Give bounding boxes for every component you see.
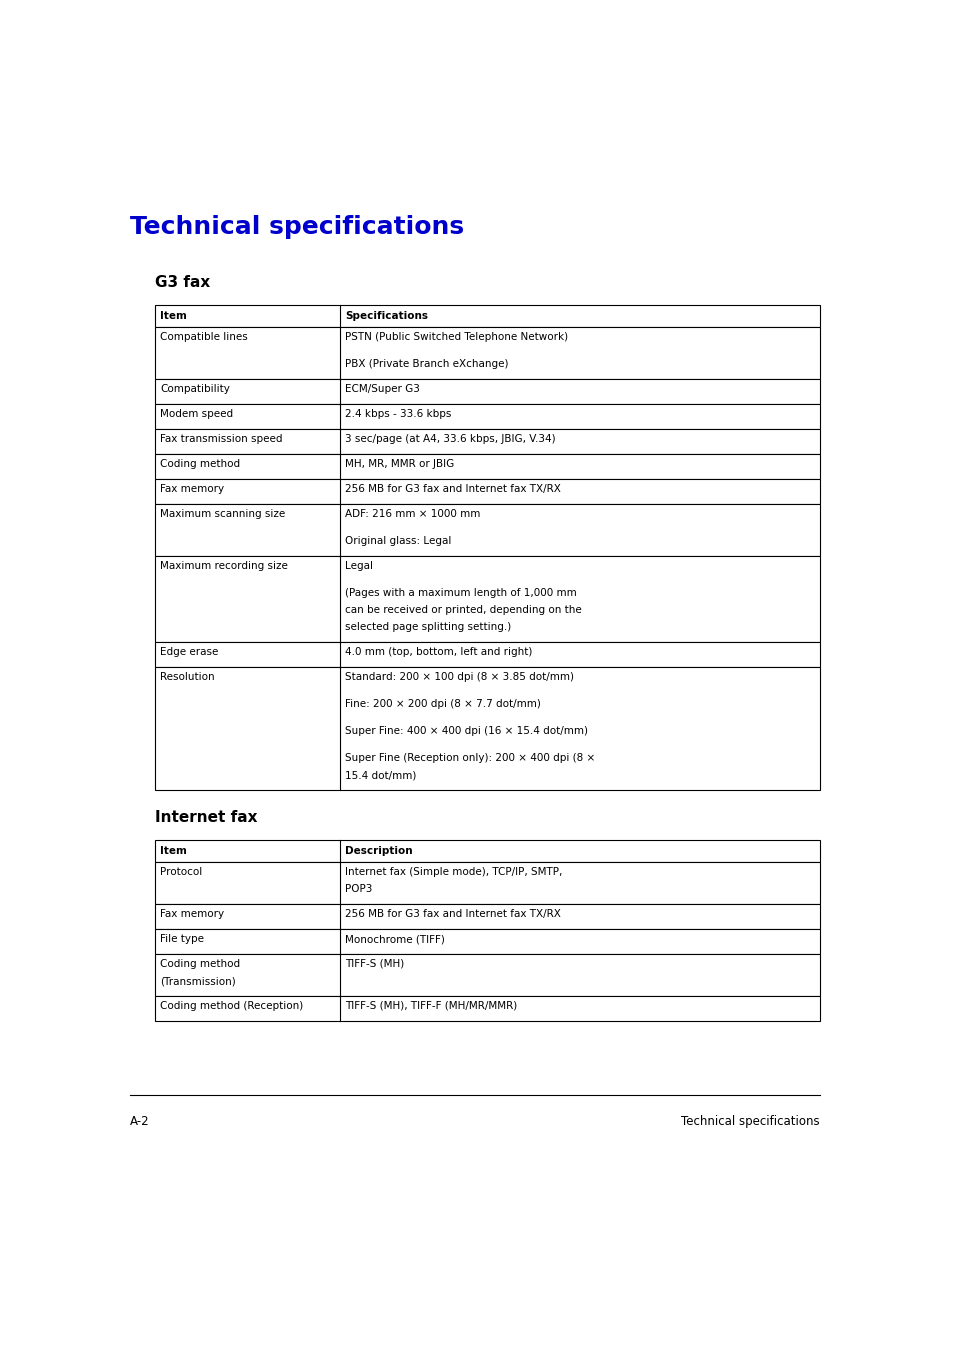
Text: ECM/Super G3: ECM/Super G3 [345, 383, 419, 394]
Text: 4.0 mm (top, bottom, left and right): 4.0 mm (top, bottom, left and right) [345, 647, 532, 657]
Text: (Transmission): (Transmission) [160, 976, 235, 986]
Text: Coding method (Reception): Coding method (Reception) [160, 1000, 303, 1011]
Text: TIFF-S (MH), TIFF-F (MH/MR/MMR): TIFF-S (MH), TIFF-F (MH/MR/MMR) [345, 1000, 517, 1011]
Text: Edge erase: Edge erase [160, 647, 218, 657]
Text: TIFF-S (MH): TIFF-S (MH) [345, 958, 404, 969]
Text: Compatible lines: Compatible lines [160, 332, 248, 342]
Text: Compatibility: Compatibility [160, 383, 230, 394]
Text: Resolution: Resolution [160, 672, 214, 682]
Text: Fax memory: Fax memory [160, 485, 224, 494]
Bar [154, 504, 820, 556]
Bar [154, 379, 820, 404]
Bar [154, 840, 820, 863]
Text: Super Fine: 400 × 400 dpi (16 × 15.4 dot/mm): Super Fine: 400 × 400 dpi (16 × 15.4 dot… [345, 726, 587, 736]
Bar [154, 327, 820, 379]
Text: Fine: 200 × 200 dpi (8 × 7.7 dot/mm): Fine: 200 × 200 dpi (8 × 7.7 dot/mm) [345, 699, 540, 709]
Text: (Pages with a maximum length of 1,000 mm: (Pages with a maximum length of 1,000 mm [345, 589, 577, 598]
Text: Modem speed: Modem speed [160, 409, 233, 418]
Bar [154, 305, 820, 327]
Text: Protocol: Protocol [160, 867, 202, 878]
Text: Fax memory: Fax memory [160, 909, 224, 919]
Bar [154, 429, 820, 454]
Text: selected page splitting setting.): selected page splitting setting.) [345, 622, 511, 632]
Bar [154, 404, 820, 429]
Text: Technical specifications: Technical specifications [130, 215, 464, 239]
Bar [154, 904, 820, 929]
Bar [154, 863, 820, 904]
Text: 256 MB for G3 fax and Internet fax TX/RX: 256 MB for G3 fax and Internet fax TX/RX [345, 909, 560, 919]
Text: Legal: Legal [345, 562, 373, 571]
Bar [154, 929, 820, 954]
Text: MH, MR, MMR or JBIG: MH, MR, MMR or JBIG [345, 459, 454, 468]
Text: Specifications: Specifications [345, 310, 428, 321]
Text: Maximum recording size: Maximum recording size [160, 562, 288, 571]
Text: Monochrome (TIFF): Monochrome (TIFF) [345, 934, 444, 944]
Text: A-2: A-2 [130, 1115, 150, 1129]
Text: Internet fax (Simple mode), TCP/IP, SMTP,: Internet fax (Simple mode), TCP/IP, SMTP… [345, 867, 561, 878]
Text: Item: Item [160, 846, 187, 856]
Text: Item: Item [160, 310, 187, 321]
Text: Coding method: Coding method [160, 459, 240, 468]
Text: Description: Description [345, 846, 413, 856]
Text: Super Fine (Reception only): 200 × 400 dpi (8 ×: Super Fine (Reception only): 200 × 400 d… [345, 753, 595, 763]
Text: Internet fax: Internet fax [154, 810, 257, 825]
Text: ADF: 216 mm × 1000 mm: ADF: 216 mm × 1000 mm [345, 509, 480, 518]
Text: Technical specifications: Technical specifications [680, 1115, 820, 1129]
Text: can be received or printed, depending on the: can be received or printed, depending on… [345, 605, 581, 616]
Bar [154, 996, 820, 1021]
Bar [154, 556, 820, 643]
Bar [154, 643, 820, 667]
Text: Coding method: Coding method [160, 958, 240, 969]
Text: 15.4 dot/mm): 15.4 dot/mm) [345, 769, 416, 780]
Text: G3 fax: G3 fax [154, 275, 210, 290]
Bar [154, 454, 820, 479]
Text: Standard: 200 × 100 dpi (8 × 3.85 dot/mm): Standard: 200 × 100 dpi (8 × 3.85 dot/mm… [345, 672, 574, 682]
Text: PBX (Private Branch eXchange): PBX (Private Branch eXchange) [345, 359, 508, 369]
Text: PSTN (Public Switched Telephone Network): PSTN (Public Switched Telephone Network) [345, 332, 568, 342]
Text: POP3: POP3 [345, 884, 372, 894]
Text: 2.4 kbps - 33.6 kbps: 2.4 kbps - 33.6 kbps [345, 409, 451, 418]
Text: Maximum scanning size: Maximum scanning size [160, 509, 285, 518]
Text: Original glass: Legal: Original glass: Legal [345, 536, 451, 545]
Bar [154, 479, 820, 504]
Text: 256 MB for G3 fax and Internet fax TX/RX: 256 MB for G3 fax and Internet fax TX/RX [345, 485, 560, 494]
Bar [154, 954, 820, 996]
Text: File type: File type [160, 934, 204, 944]
Bar [154, 667, 820, 790]
Text: Fax transmission speed: Fax transmission speed [160, 433, 282, 444]
Text: 3 sec/page (at A4, 33.6 kbps, JBIG, V.34): 3 sec/page (at A4, 33.6 kbps, JBIG, V.34… [345, 433, 555, 444]
